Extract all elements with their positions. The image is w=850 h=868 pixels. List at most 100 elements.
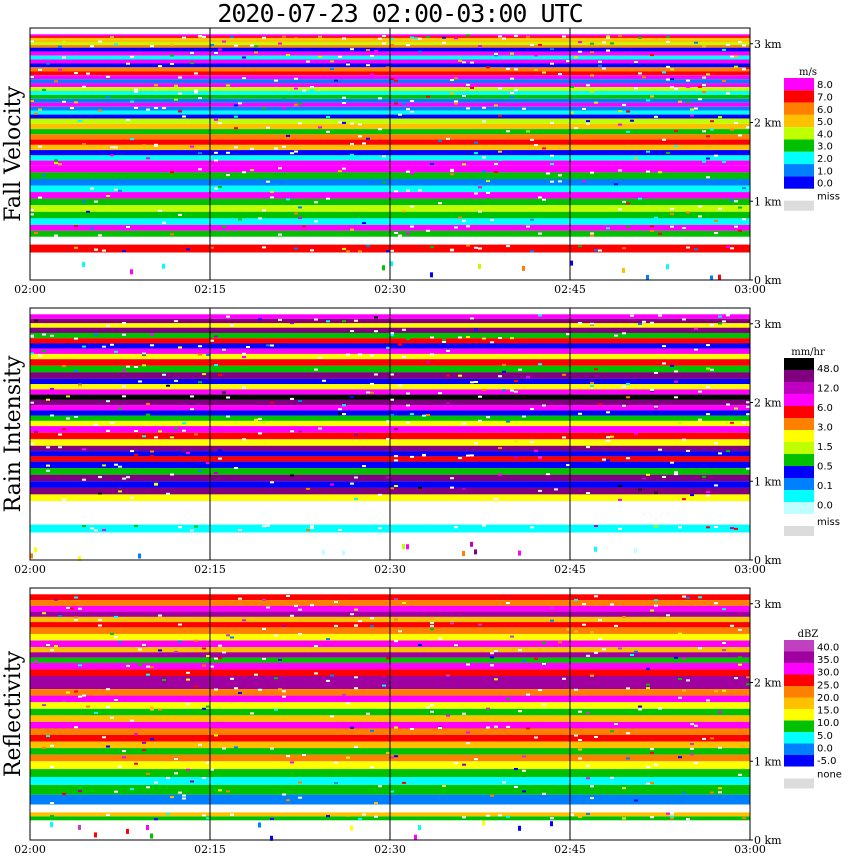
data-cell bbox=[186, 703, 190, 705]
data-cell bbox=[174, 98, 178, 101]
data-cell bbox=[130, 450, 134, 453]
data-cell bbox=[150, 450, 154, 453]
data-cell bbox=[254, 673, 258, 676]
data-cell bbox=[578, 322, 582, 324]
data-cell bbox=[602, 67, 606, 70]
data-cell bbox=[610, 42, 614, 45]
data-cell bbox=[610, 603, 614, 606]
data-cell bbox=[346, 814, 350, 817]
data-cell bbox=[394, 102, 398, 105]
data-cell bbox=[686, 679, 690, 682]
data-cell bbox=[342, 247, 346, 250]
data-cell bbox=[738, 229, 742, 232]
data-cell bbox=[486, 814, 490, 817]
data-cell bbox=[46, 80, 50, 83]
colorbar-label: 7.0 bbox=[817, 93, 833, 104]
data-cell bbox=[474, 758, 478, 761]
data-cell bbox=[470, 61, 474, 64]
data-cell bbox=[390, 487, 394, 490]
data-cell bbox=[722, 642, 726, 644]
data-cell bbox=[386, 66, 390, 69]
data-cell bbox=[242, 77, 246, 80]
data-cell bbox=[494, 54, 498, 57]
data-cell bbox=[362, 142, 366, 145]
data-cell bbox=[698, 205, 702, 208]
data-cell bbox=[526, 130, 530, 133]
x-tick-label: 02:15 bbox=[194, 843, 226, 856]
data-cell bbox=[74, 337, 78, 340]
data-cell bbox=[66, 691, 70, 694]
data-cell bbox=[222, 651, 226, 654]
data-cell bbox=[262, 657, 266, 660]
data-cell bbox=[362, 222, 366, 224]
data-cell bbox=[614, 723, 618, 725]
data-cell bbox=[598, 64, 602, 67]
data-cell bbox=[202, 373, 206, 376]
x-tick-label: 03:00 bbox=[734, 843, 766, 856]
data-cell bbox=[558, 180, 562, 183]
data-cell bbox=[278, 688, 282, 691]
data-cell bbox=[478, 186, 482, 189]
data-cell bbox=[550, 607, 554, 610]
data-cell bbox=[338, 408, 342, 411]
data-cell bbox=[306, 487, 310, 490]
y-tick-label: 2 km bbox=[754, 397, 782, 410]
data-cell bbox=[670, 815, 674, 818]
data-cell bbox=[578, 710, 582, 713]
data-cell bbox=[198, 381, 202, 384]
data-cell bbox=[106, 745, 110, 748]
data-cell bbox=[170, 171, 174, 174]
data-cell bbox=[134, 525, 138, 527]
data-cell bbox=[378, 527, 382, 530]
data-cell bbox=[414, 37, 418, 40]
colorbar-swatch bbox=[784, 78, 814, 91]
data-cell bbox=[394, 232, 398, 234]
data-cell bbox=[446, 402, 450, 405]
data-cell bbox=[534, 54, 538, 57]
data-cell bbox=[390, 332, 394, 335]
data-cell bbox=[114, 43, 118, 46]
data-cell bbox=[662, 71, 666, 74]
data-cell bbox=[346, 353, 350, 356]
data-cell bbox=[98, 624, 102, 627]
data-cell bbox=[282, 145, 286, 148]
data-cell bbox=[242, 56, 246, 59]
data-cell bbox=[462, 163, 466, 166]
data-cell bbox=[258, 318, 262, 321]
data-cell bbox=[138, 380, 142, 383]
data-cell bbox=[706, 73, 710, 76]
data-cell bbox=[742, 68, 746, 71]
colorbar-missing-swatch bbox=[784, 778, 814, 789]
data-cell bbox=[118, 189, 122, 192]
data-cell bbox=[174, 84, 178, 87]
data-cell bbox=[686, 729, 690, 731]
data-cell bbox=[382, 265, 385, 271]
data-cell bbox=[102, 464, 106, 467]
data-cell bbox=[238, 218, 242, 221]
data-cell bbox=[690, 753, 694, 756]
data-cell bbox=[254, 45, 258, 48]
data-cell bbox=[630, 119, 634, 122]
data-cell bbox=[230, 324, 234, 327]
data-cell bbox=[366, 49, 370, 51]
data-cell bbox=[598, 249, 602, 252]
data-cell bbox=[54, 80, 58, 83]
data-cell bbox=[622, 817, 626, 820]
data-cell bbox=[562, 677, 566, 680]
data-cell bbox=[350, 153, 354, 156]
data-cell bbox=[394, 190, 398, 193]
data-cell bbox=[254, 51, 258, 54]
data-cell bbox=[498, 473, 502, 476]
data-cell bbox=[406, 421, 410, 424]
data-cell bbox=[402, 210, 406, 213]
data-cell bbox=[706, 157, 710, 160]
x-tick-label: 02:00 bbox=[14, 843, 46, 856]
data-cell bbox=[50, 765, 54, 768]
data-cell bbox=[570, 85, 574, 88]
data-cell bbox=[718, 116, 722, 119]
data-cell bbox=[646, 274, 649, 280]
data-cell bbox=[478, 45, 482, 48]
data-cell bbox=[590, 171, 594, 174]
colorbar-label: 3.0 bbox=[817, 422, 833, 433]
